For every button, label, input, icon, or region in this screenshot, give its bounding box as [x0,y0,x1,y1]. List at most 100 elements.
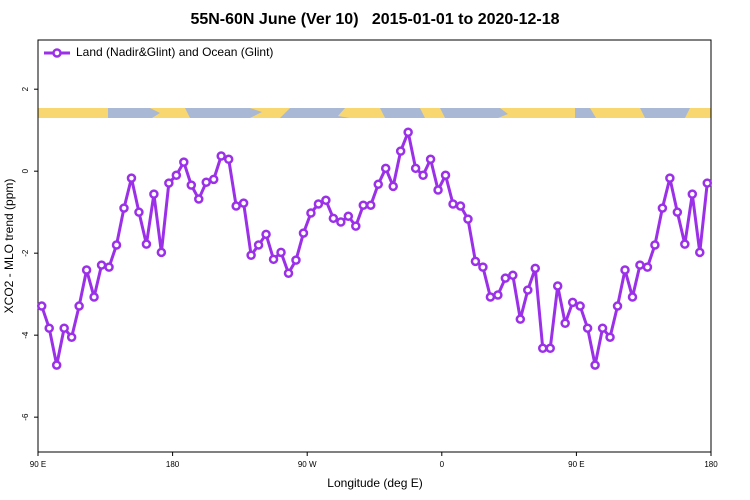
point [149,189,159,199]
point [223,154,234,165]
x-tick-label: 90 E [568,460,584,469]
point [276,247,286,258]
point [253,240,264,250]
point [164,178,174,188]
point [515,314,526,324]
point [104,262,114,272]
y-axis-label: XCO2 - MLO trend (ppm) [2,179,16,314]
point [51,360,62,370]
point [575,301,585,311]
point [425,154,436,165]
point [493,290,503,300]
point [380,163,391,174]
point [470,256,481,267]
point [485,292,496,302]
point [111,240,122,250]
point [216,151,226,161]
point [231,201,241,211]
point [44,323,54,333]
y-tick-label: -6 [21,413,30,421]
point [597,323,608,333]
point [395,146,406,156]
point [186,180,197,190]
point [552,281,563,291]
point [440,170,451,181]
point [620,265,630,275]
point [89,292,99,302]
point [538,343,548,354]
plot-frame [37,39,712,453]
x-tick-label: 180 [166,460,180,469]
point [328,213,339,224]
point [306,208,316,218]
y-tick-label: 2 [21,86,30,91]
point [627,292,638,302]
point [657,203,668,213]
point [261,229,271,240]
point [96,260,107,270]
point [291,255,301,265]
point [582,323,593,333]
point [134,207,144,217]
x-tick-label: 90 W [298,460,317,469]
point [545,343,555,354]
point [702,178,713,188]
point [530,263,541,274]
legend-label: Land (Nadir&Glint) and Ocean (Glint) [76,45,273,59]
point [36,301,47,311]
point [373,179,383,190]
land-ocean-strip [38,108,711,118]
point [66,332,77,342]
point [672,207,683,217]
x-tick-label: 90 E [30,460,46,469]
point [246,250,256,260]
point [313,199,324,209]
point [590,360,600,370]
point [201,177,211,188]
point [366,200,376,210]
point [74,301,84,311]
point [351,221,361,231]
point [238,198,249,208]
point [665,173,675,183]
point [343,211,354,222]
point [403,127,413,137]
y-tick-label: 0 [21,168,30,173]
point [455,201,466,211]
y-tick-label: -4 [21,331,30,339]
y-tick-label: -2 [21,249,30,257]
point [500,273,511,283]
point [358,200,369,210]
x-tick-label: 180 [704,460,718,469]
point [687,189,698,199]
point [448,199,458,209]
point [141,239,152,249]
point [418,170,428,181]
point [433,185,443,195]
chart-title: 55N-60N June (Ver 10) 2015-01-01 to 2020… [190,11,559,28]
point [268,254,279,265]
point [478,262,488,272]
series-line [40,130,709,367]
point [171,170,182,181]
point [635,260,645,270]
point [567,297,578,308]
point [695,247,705,258]
point [388,181,398,192]
point [336,217,346,227]
point [680,239,690,249]
point [410,163,421,174]
point [463,214,473,224]
point [321,195,331,206]
point [283,268,294,279]
point [81,265,92,275]
point [642,262,653,272]
point [508,270,518,281]
point [179,157,189,167]
x-axis-label: Longitude (deg E) [327,476,422,490]
point [59,323,69,333]
point [560,318,570,329]
point [612,301,623,311]
point [194,194,204,204]
